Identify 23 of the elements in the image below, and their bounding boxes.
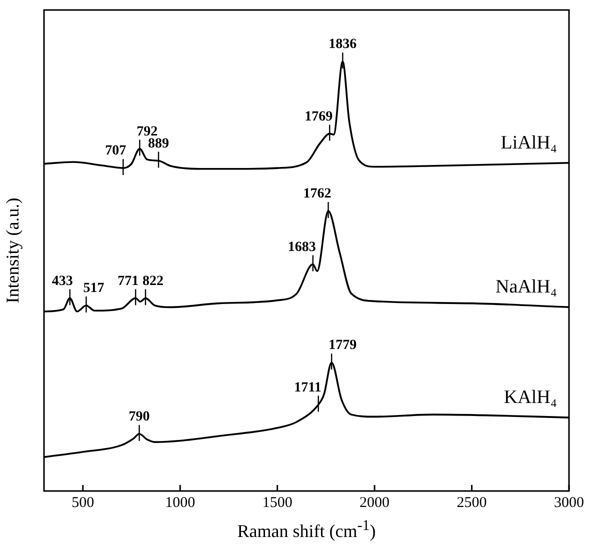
annotation: 1762 [303, 186, 332, 202]
x-tick-label: 3000 [554, 494, 584, 511]
annotation: 1711 [294, 380, 322, 396]
annotation: 707 [105, 144, 126, 159]
annotation: 790 [128, 409, 150, 424]
annotation: 433 [52, 274, 73, 289]
y-axis-title: Intensity (a.u.) [2, 196, 24, 306]
annotation: 1683 [288, 240, 316, 255]
annotation: 771 [118, 274, 139, 289]
x-tick-label: 500 [72, 494, 94, 511]
series-label: LiAlH₄ [500, 132, 557, 154]
annotation: 1779 [328, 338, 357, 354]
annotation: 1769 [304, 109, 333, 124]
x-tick-label: 1000 [165, 494, 196, 511]
x-tick-label: 2000 [360, 494, 390, 511]
series-label: NaAlH₄ [496, 276, 557, 298]
x-tick-label: 1500 [262, 494, 292, 511]
x-tick-label: 2500 [456, 494, 487, 511]
x-axis-title: Raman shift (cm$^{-1}$) [236, 518, 377, 542]
annotation: 822 [142, 274, 164, 289]
annotation: 517 [83, 281, 104, 296]
annotation: 1836 [328, 37, 357, 52]
series-label: KAlH₄ [504, 387, 557, 408]
